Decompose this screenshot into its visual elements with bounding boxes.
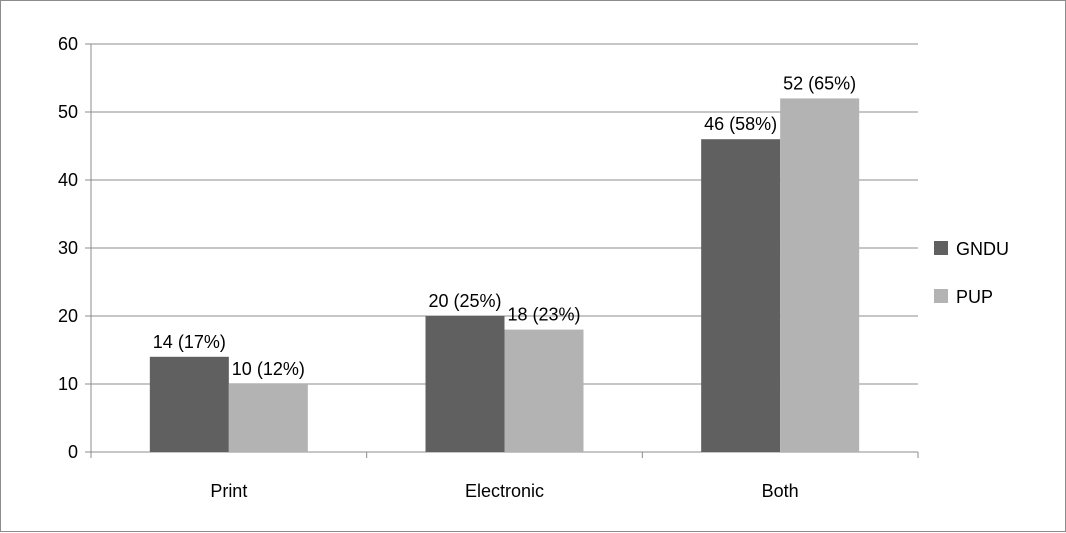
bar-pup-print bbox=[228, 384, 308, 452]
legend-label-gndu: GNDU bbox=[956, 239, 1009, 259]
legend: GNDU PUP bbox=[934, 239, 1009, 307]
bar-gndu-print bbox=[149, 356, 229, 452]
legend-label-pup: PUP bbox=[956, 287, 993, 307]
data-label-gndu-print: 14 (17%) bbox=[153, 332, 226, 352]
bar-gndu-electronic bbox=[425, 316, 505, 452]
bar-pup-electronic bbox=[504, 329, 584, 452]
bars bbox=[149, 98, 860, 453]
y-tick-label-0: 0 bbox=[68, 442, 78, 462]
data-label-pup-both: 52 (65%) bbox=[783, 73, 856, 93]
legend-swatch-pup bbox=[934, 289, 948, 303]
data-label-gndu-electronic: 20 (25%) bbox=[428, 291, 501, 311]
legend-swatch-gndu bbox=[934, 241, 948, 255]
bar-pup-both bbox=[780, 98, 860, 453]
x-tick-label-both: Both bbox=[762, 481, 799, 501]
y-tick-label-50: 50 bbox=[58, 102, 78, 122]
bar-gndu-both bbox=[701, 139, 781, 452]
y-tick-label-30: 30 bbox=[58, 238, 78, 258]
data-label-gndu-both: 46 (58%) bbox=[704, 114, 777, 134]
x-tick-label-electronic: Electronic bbox=[465, 481, 544, 501]
data-label-pup-electronic: 18 (23%) bbox=[507, 305, 580, 325]
y-tick-label-20: 20 bbox=[58, 306, 78, 326]
y-tick-label-60: 60 bbox=[58, 34, 78, 54]
y-tick-label-10: 10 bbox=[58, 374, 78, 394]
x-tick-label-print: Print bbox=[210, 481, 247, 501]
data-label-pup-print: 10 (12%) bbox=[232, 359, 305, 379]
y-tick-label-40: 40 bbox=[58, 170, 78, 190]
data-labels: 14 (17%) 20 (25%) 46 (58%) 10 (12%) 18 (23%)… bbox=[153, 73, 856, 379]
